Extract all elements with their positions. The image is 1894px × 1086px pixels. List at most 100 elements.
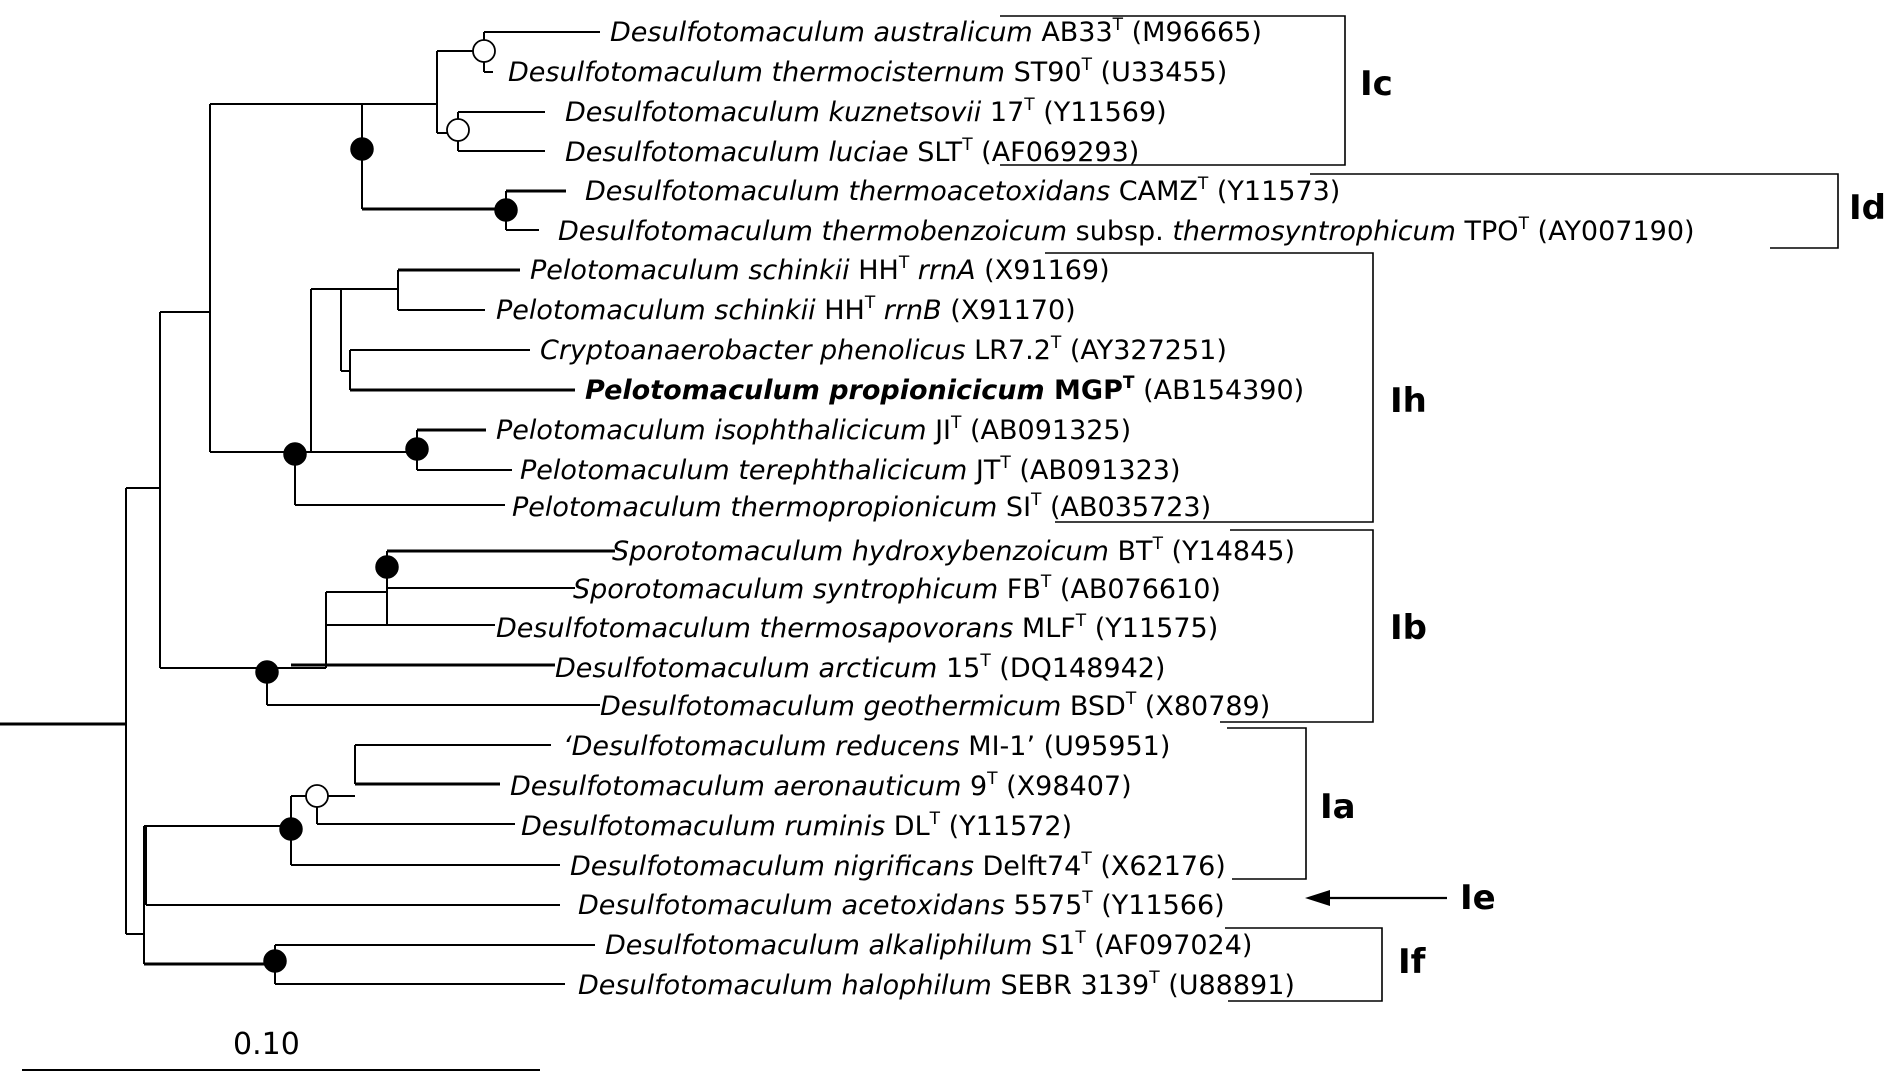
taxon-labels: Desulfotomaculum australicum AB33T (M966…: [496, 15, 1695, 1001]
taxon-label-segment: (AY327251): [1061, 335, 1227, 366]
taxon-label-segment: ST90: [1005, 57, 1082, 88]
taxon-label-segment: (Y11572): [940, 811, 1072, 842]
taxon-label-segment: T: [979, 651, 991, 671]
taxon-label-segment: Desulfotomaculum halophilum: [578, 970, 992, 1001]
taxon-label-segment: T: [929, 809, 941, 829]
taxon-label-segment: Pelotomaculum schinkii: [530, 255, 850, 286]
filled-node-ia: [279, 817, 303, 841]
taxon-label-segment: (X98407): [998, 771, 1132, 802]
taxon-label-segment: Desulfotomaculum aeronauticum: [510, 771, 961, 802]
taxon-label-segment: MI-1’ (U95951): [960, 731, 1171, 762]
taxon-label-t16: Desulfotomaculum thermosapovorans MLFT (…: [496, 611, 1218, 644]
cluster-label-id: Id: [1849, 188, 1886, 228]
cluster-box-ih: [1045, 252, 1374, 523]
taxon-label-segment: Desulfotomaculum arcticum: [555, 653, 937, 684]
taxon-label-t11: Pelotomaculum isophthalicicum JIT (AB091…: [496, 413, 1131, 446]
taxon-label-segment: (X91169): [976, 255, 1110, 286]
taxon-label-segment: Desulfotomaculum alkaliphilum: [605, 930, 1032, 961]
taxon-label-segment: ‘Desulfotomaculum reducens: [563, 731, 960, 762]
taxon-label-segment: Delft74: [974, 851, 1081, 882]
open-node-ia-inner: [305, 784, 329, 808]
taxon-label-segment: SEBR 3139: [992, 970, 1149, 1001]
taxon-label-segment: (Y11575): [1086, 613, 1218, 644]
cluster-boxes: [1000, 15, 1839, 1002]
taxon-label-segment: MGP: [1045, 375, 1123, 406]
taxon-label-t14: Sporotomaculum hydroxybenzoicum BTT (Y14…: [612, 534, 1295, 567]
taxon-label-segment: (AB091325): [961, 415, 1131, 446]
taxon-label-segment: Desulfotomaculum kuznetsovii: [565, 97, 982, 128]
taxon-label-segment: Pelotomaculum thermopropionicum: [512, 492, 997, 523]
cluster-labels: Ic Id Ih Ib Ia Ie If: [1320, 64, 1886, 982]
taxon-label-segment: thermosyntrophicum: [1172, 216, 1456, 247]
taxon-label-segment: SI: [997, 492, 1031, 523]
taxon-label-segment: Desulfotomaculum thermobenzoicum: [558, 216, 1067, 247]
taxon-label-segment: (X80789): [1136, 691, 1270, 722]
taxon-label-segment: T: [1023, 95, 1035, 115]
taxon-label-segment: [875, 295, 884, 326]
taxon-label-segment: T: [1123, 373, 1135, 393]
taxon-label-t5: Desulfotomaculum thermoacetoxidans CAMZT…: [585, 174, 1340, 207]
taxon-label-segment: Sporotomaculum syntrophicum: [573, 574, 998, 605]
taxon-label-t18: Desulfotomaculum geothermicum BSDT (X807…: [600, 689, 1270, 722]
taxon-label-segment: Desulfotomaculum thermoacetoxidans: [585, 176, 1110, 207]
taxon-label-segment: Desulfotomaculum thermosapovorans: [496, 613, 1013, 644]
taxon-label-segment: Desulfotomaculum australicum: [610, 17, 1033, 48]
taxon-label-segment: TPO: [1456, 216, 1519, 247]
taxon-label-segment: Pelotomaculum terephthalicicum: [520, 455, 967, 486]
taxon-label-segment: 15: [937, 653, 980, 684]
taxon-label-segment: 5575: [1005, 890, 1082, 921]
taxon-label-segment: T: [1152, 534, 1164, 554]
taxon-label-t8: Pelotomaculum schinkii HHT rrnB (X91170): [496, 293, 1076, 326]
cluster-label-ia: Ia: [1320, 787, 1356, 827]
taxon-label-segment: LR7.2: [966, 335, 1051, 366]
filled-node-sporo: [375, 555, 399, 579]
taxon-label-segment: Pelotomaculum schinkii: [496, 295, 816, 326]
taxon-label-segment: Desulfotomaculum thermocisternum: [508, 57, 1005, 88]
cluster-label-ib: Ib: [1390, 608, 1427, 648]
cluster-box-ic: [1000, 15, 1346, 166]
taxon-label-t7: Pelotomaculum schinkii HHT rrnA (X91169): [530, 253, 1110, 286]
taxon-label-segment: CAMZ: [1110, 176, 1198, 207]
filled-node-ib: [255, 660, 279, 684]
taxon-label-segment: (X62176): [1092, 851, 1226, 882]
taxon-label-segment: Pelotomaculum propionicicum: [585, 375, 1045, 406]
taxon-label-t15: Sporotomaculum syntrophicum FBT (AB07661…: [573, 572, 1221, 605]
taxon-label-segment: (AB091323): [1011, 455, 1181, 486]
scale-bar-label: 0.10: [233, 1027, 300, 1062]
cluster-box-if: [1225, 927, 1383, 1002]
taxon-label-segment: BSD: [1061, 691, 1126, 722]
taxon-label-t24: Desulfotomaculum alkaliphilum S1T (AF097…: [605, 928, 1252, 961]
taxon-label-segment: (AY007190): [1529, 216, 1695, 247]
taxon-label-segment: T: [1081, 55, 1093, 75]
taxon-label-segment: Pelotomaculum isophthalicicum: [496, 415, 927, 446]
taxon-label-segment: T: [1518, 214, 1530, 234]
taxon-label-segment: T: [986, 769, 998, 789]
taxon-label-t12: Pelotomaculum terephthalicicum JTT (AB09…: [520, 453, 1181, 486]
taxon-label-segment: (AB154390): [1134, 375, 1304, 406]
taxon-label-segment: T: [1148, 968, 1160, 988]
taxon-label-segment: Cryptoanaerobacter phenolicus: [540, 335, 966, 366]
taxon-label-segment: T: [961, 135, 973, 155]
filled-node-iso: [405, 437, 429, 461]
cluster-label-ic: Ic: [1360, 64, 1393, 104]
taxon-label-segment: T: [1112, 15, 1124, 35]
taxon-label-t21: Desulfotomaculum ruminis DLT (Y11572): [521, 809, 1072, 842]
taxon-label-segment: T: [1125, 689, 1137, 709]
filled-node-if: [263, 949, 287, 973]
taxon-label-segment: MLF: [1013, 613, 1075, 644]
taxon-label-segment: (X91170): [942, 295, 1076, 326]
filled-node-id: [494, 198, 518, 222]
taxon-label-t20: Desulfotomaculum aeronauticum 9T (X98407…: [510, 769, 1132, 802]
taxon-label-segment: rrnA: [918, 255, 976, 286]
taxon-label-segment: HH: [850, 255, 899, 286]
taxon-label-segment: T: [1080, 849, 1092, 869]
taxon-label-segment: T: [1197, 174, 1209, 194]
taxon-label-segment: T: [1030, 490, 1042, 510]
open-node-ic-b: [446, 118, 470, 142]
cluster-label-if: If: [1398, 942, 1427, 982]
taxon-label-segment: Desulfotomaculum acetoxidans: [578, 890, 1005, 921]
taxon-label-segment: S1: [1032, 930, 1075, 961]
taxon-label-t25: Desulfotomaculum halophilum SEBR 3139T (…: [578, 968, 1295, 1001]
taxon-label-segment: Desulfotomaculum luciae: [565, 137, 909, 168]
